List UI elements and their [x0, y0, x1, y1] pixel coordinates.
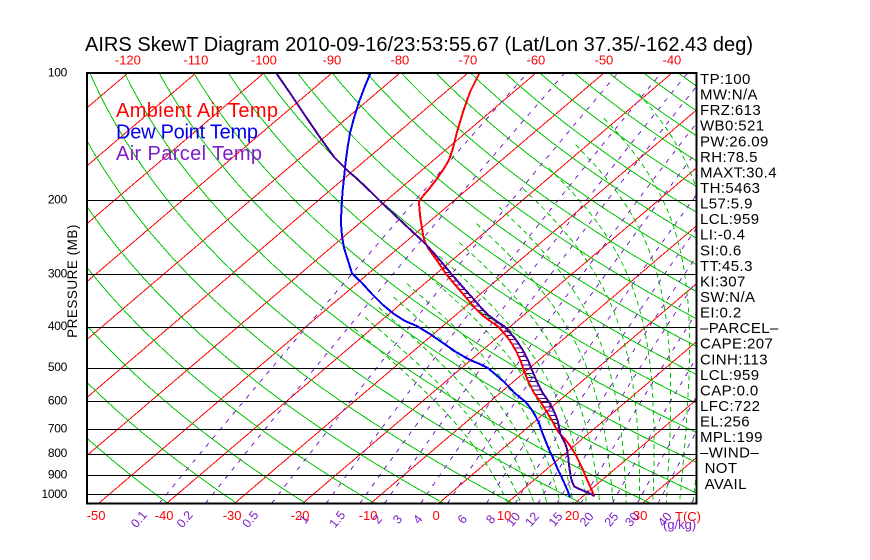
svg-text:–PARCEL–: –PARCEL– [700, 320, 779, 337]
svg-text:200: 200 [48, 192, 68, 206]
svg-text:LFC:722: LFC:722 [700, 398, 760, 415]
svg-text:FRZ:613: FRZ:613 [700, 102, 761, 119]
svg-text:-100: -100 [251, 53, 277, 68]
svg-text:LCL:959: LCL:959 [700, 367, 760, 384]
svg-text:-50: -50 [87, 508, 106, 523]
svg-text:Air Parcel Temp: Air Parcel Temp [116, 143, 262, 165]
svg-text:1000: 1000 [42, 487, 68, 501]
svg-text:L57:5.9: L57:5.9 [700, 196, 753, 213]
svg-text:-80: -80 [391, 53, 410, 68]
svg-text:LCL:959: LCL:959 [700, 211, 760, 228]
svg-text:-90: -90 [323, 53, 342, 68]
svg-text:LI:-0.4: LI:-0.4 [700, 227, 745, 244]
svg-text:SI:0.6: SI:0.6 [700, 242, 742, 259]
svg-text:30: 30 [633, 508, 647, 523]
svg-text:MPL:199: MPL:199 [700, 429, 763, 446]
svg-text:CAP:0.0: CAP:0.0 [700, 382, 759, 399]
svg-text:WB0:521: WB0:521 [700, 118, 765, 135]
svg-text:0: 0 [432, 508, 439, 523]
svg-text:–WIND–: –WIND– [700, 445, 759, 462]
svg-text:PW:26.09: PW:26.09 [700, 133, 769, 150]
svg-text:-10: -10 [359, 508, 378, 523]
svg-text:700: 700 [48, 422, 68, 436]
svg-text:(g/kg): (g/kg) [663, 517, 696, 532]
svg-text:-70: -70 [459, 53, 478, 68]
svg-text:KI:307: KI:307 [700, 273, 746, 290]
svg-text:AVAIL: AVAIL [700, 476, 747, 493]
svg-text:CINH:113: CINH:113 [700, 351, 768, 368]
svg-text:400: 400 [48, 319, 68, 333]
svg-text:RH:78.5: RH:78.5 [700, 149, 758, 166]
svg-text:NOT: NOT [700, 460, 737, 477]
svg-text:EI:0.2: EI:0.2 [700, 305, 742, 322]
svg-text:10: 10 [497, 508, 511, 523]
svg-text:500: 500 [48, 360, 68, 374]
svg-text:600: 600 [48, 393, 68, 407]
svg-text:300: 300 [48, 267, 68, 281]
svg-text:800: 800 [48, 446, 68, 460]
svg-text:AIRS SkewT Diagram 2010-09-16/: AIRS SkewT Diagram 2010-09-16/23:53:55.6… [85, 34, 753, 56]
svg-text:T(C): T(C) [675, 509, 701, 524]
svg-text:100: 100 [48, 66, 68, 80]
svg-text:-50: -50 [595, 53, 614, 68]
svg-text:-20: -20 [291, 508, 310, 523]
svg-text:-110: -110 [183, 53, 208, 68]
svg-text:20: 20 [565, 508, 579, 523]
svg-text:900: 900 [48, 468, 68, 482]
svg-text:MAXT:30.4: MAXT:30.4 [700, 164, 777, 181]
svg-text:CAPE:207: CAPE:207 [700, 336, 773, 353]
svg-text:SW:N/A: SW:N/A [700, 289, 755, 306]
svg-text:Ambient Air Temp: Ambient Air Temp [116, 100, 278, 122]
svg-text:MW:N/A: MW:N/A [700, 87, 758, 104]
svg-text:-60: -60 [527, 53, 546, 68]
svg-text:TT:45.3: TT:45.3 [700, 258, 753, 275]
svg-text:-30: -30 [223, 508, 242, 523]
svg-text:Dew Point Temp: Dew Point Temp [116, 122, 258, 144]
svg-text:TH:5463: TH:5463 [700, 180, 760, 197]
svg-text:EL:256: EL:256 [700, 414, 750, 431]
svg-text:-40: -40 [663, 53, 682, 68]
svg-text:PRESSURE (MB): PRESSURE (MB) [65, 224, 80, 338]
svg-text:TP:100: TP:100 [700, 71, 751, 88]
svg-text:-120: -120 [115, 53, 141, 68]
svg-text:-40: -40 [155, 508, 174, 523]
